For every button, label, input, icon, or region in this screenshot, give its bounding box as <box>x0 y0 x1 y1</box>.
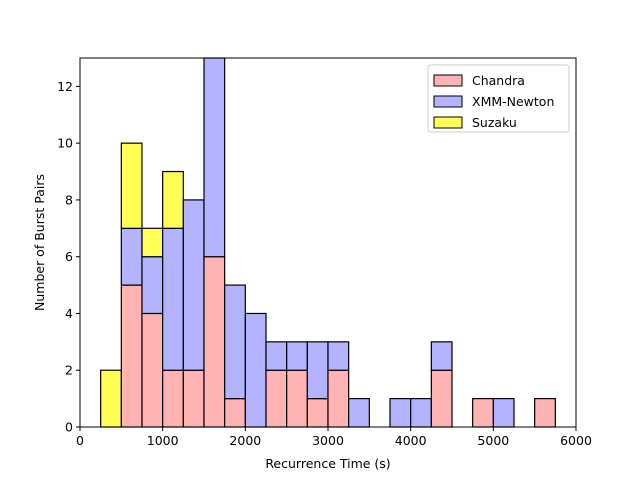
x-tick-label-0: 0 <box>76 433 84 448</box>
bar-chandra-3000 <box>327 369 350 428</box>
y-tick-label-0: 0 <box>65 420 73 435</box>
bar-xmm-newton-1500 <box>203 57 226 258</box>
bar-xmm-newton-2250 <box>265 341 288 371</box>
bar-xmm-newton-4250 <box>430 341 453 371</box>
bar-xmm-newton-4000 <box>410 398 432 428</box>
legend: Chandra XMM-Newton Suzaku <box>427 64 570 133</box>
x-tick-label-1000: 1000 <box>147 433 179 448</box>
bar-xmm-newton-2750 <box>306 341 329 400</box>
y-axis-label: Number of Burst Pairs <box>32 174 47 311</box>
y-tick-label-6: 6 <box>65 249 73 264</box>
bar-xmm-newton-3750 <box>389 398 412 428</box>
bar-chandra-2750 <box>306 398 329 428</box>
legend-label-suzaku: Suzaku <box>472 115 517 130</box>
bar-chandra-2500 <box>286 369 308 428</box>
bar-chandra-4250 <box>430 369 453 428</box>
bar-suzaku-1000 <box>162 170 184 229</box>
bar-xmm-newton-3250 <box>348 398 370 428</box>
x-tick-label-6000: 6000 <box>560 433 592 448</box>
bar-chandra-2250 <box>265 369 288 428</box>
y-tick-label-10: 10 <box>57 136 73 151</box>
bar-xmm-newton-1750 <box>224 284 246 400</box>
x-axis-label: Recurrence Time (s) <box>265 456 390 471</box>
y-axis-ticks: 0 2 4 6 8 10 12 <box>57 79 80 435</box>
bar-xmm-newton-3000 <box>327 341 350 371</box>
bar-chandra-1250 <box>182 369 205 428</box>
bar-chandra-1500 <box>203 256 226 428</box>
x-tick-label-2000: 2000 <box>229 433 261 448</box>
bar-xmm-newton-500 <box>120 227 143 286</box>
y-tick-label-12: 12 <box>57 79 73 94</box>
bar-suzaku-250 <box>100 369 122 428</box>
bar-xmm-newton-1000 <box>162 227 184 371</box>
bar-chandra-500 <box>120 284 143 428</box>
legend-label-chandra: Chandra <box>472 73 525 88</box>
legend-swatch-chandra <box>433 74 463 87</box>
x-axis-ticks: 0 1000 2000 3000 4000 5000 6000 <box>76 427 592 448</box>
bar-chandra-4750 <box>472 398 494 428</box>
legend-swatch-suzaku <box>433 116 463 129</box>
y-tick-label-2: 2 <box>65 363 73 378</box>
bar-chandra-750 <box>141 312 164 428</box>
bar-xmm-newton-1250 <box>182 199 205 371</box>
bar-suzaku-500 <box>120 142 143 229</box>
bar-xmm-newton-750 <box>141 256 164 315</box>
y-tick-label-8: 8 <box>65 192 73 207</box>
x-tick-label-3000: 3000 <box>312 433 344 448</box>
bar-suzaku-750 <box>141 227 164 258</box>
bar-xmm-newton-5000 <box>492 398 515 428</box>
x-tick-label-5000: 5000 <box>477 433 509 448</box>
legend-swatch-xmm-newton <box>433 95 463 108</box>
bar-chandra-5500 <box>534 398 556 428</box>
bar-chandra-1750 <box>224 398 246 428</box>
bar-xmm-newton-2000 <box>244 312 267 428</box>
legend-label-xmm-newton: XMM-Newton <box>472 94 554 109</box>
bar-xmm-newton-2500 <box>286 341 308 371</box>
x-tick-label-4000: 4000 <box>395 433 427 448</box>
y-tick-label-4: 4 <box>65 306 73 321</box>
bar-chandra-1000 <box>162 369 184 428</box>
legend-box <box>427 64 570 133</box>
